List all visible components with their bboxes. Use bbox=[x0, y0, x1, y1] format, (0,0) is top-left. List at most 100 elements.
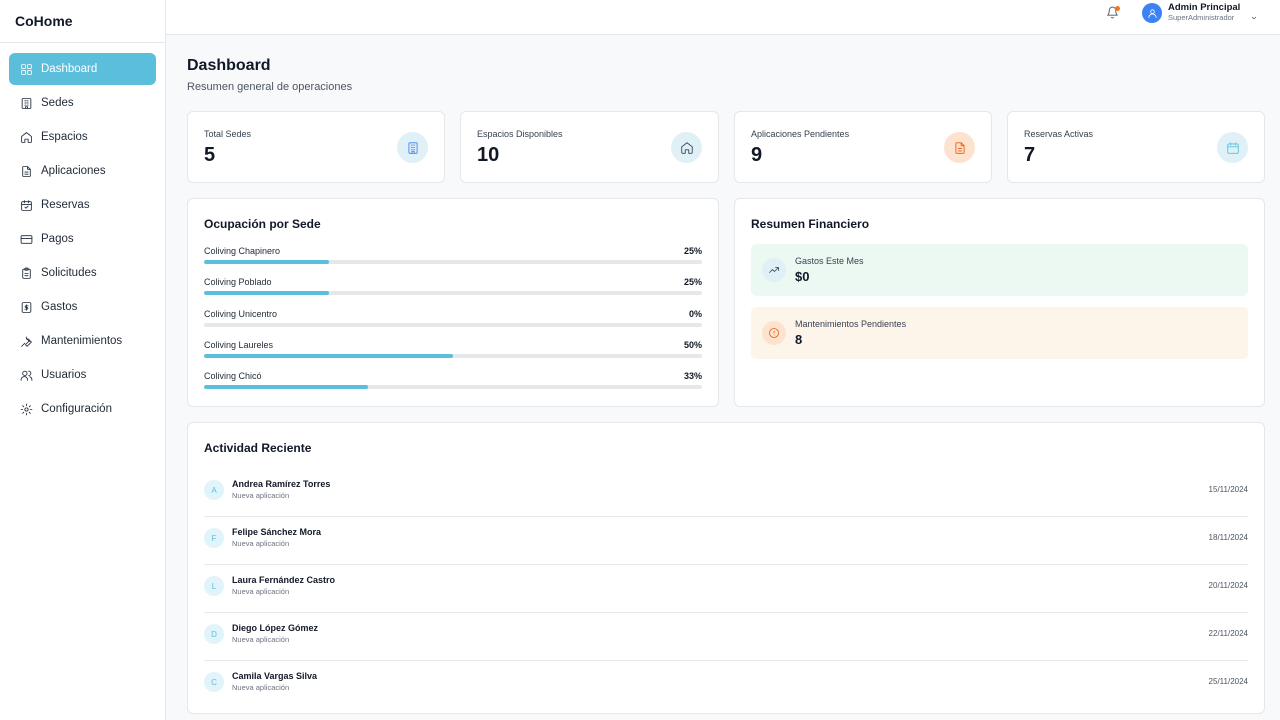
activity-date: 20/11/2024 bbox=[1208, 581, 1248, 590]
occupancy-name: Coliving Poblado bbox=[204, 277, 272, 287]
sidebar-item-label: Pagos bbox=[41, 233, 74, 245]
list-item[interactable]: L Laura Fernández Castro Nueva aplicació… bbox=[204, 565, 1248, 613]
sidebar-item-dashboard[interactable]: Dashboard bbox=[9, 53, 156, 85]
sidebar-item-label: Dashboard bbox=[41, 63, 98, 75]
occupancy-name: Coliving Chapinero bbox=[204, 246, 281, 256]
finance-label: Mantenimientos Pendientes bbox=[795, 319, 907, 329]
sidebar-item-label: Usuarios bbox=[41, 369, 87, 381]
file-text-icon bbox=[20, 165, 33, 178]
progress-track bbox=[204, 291, 702, 295]
stat-value: 7 bbox=[1024, 144, 1036, 166]
occupancy-percent: 25% bbox=[683, 277, 702, 287]
sidebar-item-configuracion[interactable]: Configuración bbox=[9, 393, 156, 425]
building-icon bbox=[397, 132, 428, 163]
sidebar-nav: Dashboard Sedes Espacios Aplicaciones Re… bbox=[0, 43, 165, 425]
wrench-icon bbox=[20, 335, 33, 348]
sidebar-item-label: Mantenimientos bbox=[41, 335, 123, 347]
user-icon bbox=[1147, 8, 1157, 18]
stat-label: Total Sedes bbox=[204, 129, 252, 139]
top-header: Admin Principal SuperAdministrador bbox=[166, 0, 1280, 35]
sidebar-item-gastos[interactable]: Gastos bbox=[9, 291, 156, 323]
list-item[interactable]: A Andrea Ramírez Torres Nueva aplicación… bbox=[204, 469, 1248, 517]
sidebar-item-aplicaciones[interactable]: Aplicaciones bbox=[9, 155, 156, 187]
stat-value: 9 bbox=[751, 144, 763, 166]
finance-title: Resumen Financiero bbox=[751, 217, 870, 231]
grid-icon bbox=[20, 63, 33, 76]
occupancy-title: Ocupación por Sede bbox=[204, 217, 321, 231]
sidebar-item-sedes[interactable]: Sedes bbox=[9, 87, 156, 119]
sidebar-item-pagos[interactable]: Pagos bbox=[9, 223, 156, 255]
avatar: F bbox=[204, 528, 224, 548]
credit-card-icon bbox=[20, 233, 33, 246]
sidebar-item-label: Reservas bbox=[41, 199, 90, 211]
sidebar-item-mantenimientos[interactable]: Mantenimientos bbox=[9, 325, 156, 357]
occupancy-percent: 33% bbox=[683, 371, 702, 381]
progress-track bbox=[204, 354, 702, 358]
activity-name: Felipe Sánchez Mora bbox=[232, 527, 322, 537]
sidebar-item-reservas[interactable]: Reservas bbox=[9, 189, 156, 221]
calendar-icon bbox=[20, 199, 33, 212]
progress-track bbox=[204, 385, 702, 389]
activity-date: 25/11/2024 bbox=[1208, 677, 1248, 686]
stat-card-total-sedes: Total Sedes 5 bbox=[187, 111, 445, 183]
occupancy-percent: 50% bbox=[683, 340, 702, 350]
occupancy-name: Coliving Laureles bbox=[204, 340, 274, 350]
user-info: Admin Principal SuperAdministrador bbox=[1168, 2, 1240, 23]
list-item[interactable]: D Diego López Gómez Nueva aplicación 22/… bbox=[204, 613, 1248, 661]
occupancy-percent: 0% bbox=[688, 309, 702, 319]
progress-track bbox=[204, 260, 702, 264]
clipboard-icon bbox=[20, 267, 33, 280]
activity-desc: Nueva aplicación bbox=[232, 587, 290, 596]
file-text-icon bbox=[944, 132, 975, 163]
notification-dot bbox=[1115, 6, 1120, 11]
stat-value: 5 bbox=[204, 144, 216, 166]
stat-label: Reservas Activas bbox=[1024, 129, 1094, 139]
finance-item-mantenimientos[interactable]: Mantenimientos Pendientes 8 bbox=[751, 307, 1248, 359]
receipt-icon bbox=[20, 301, 33, 314]
activity-name: Camila Vargas Silva bbox=[232, 671, 318, 681]
home-icon bbox=[20, 131, 33, 144]
progress-fill bbox=[204, 354, 453, 358]
activity-desc: Nueva aplicación bbox=[232, 635, 290, 644]
notifications-button[interactable] bbox=[1106, 6, 1120, 20]
list-item[interactable]: F Felipe Sánchez Mora Nueva aplicación 1… bbox=[204, 517, 1248, 565]
sidebar-item-label: Sedes bbox=[41, 97, 74, 109]
sidebar-item-solicitudes[interactable]: Solicitudes bbox=[9, 257, 156, 289]
activity-title: Actividad Reciente bbox=[204, 441, 312, 455]
stat-card-espacios-disponibles: Espacios Disponibles 10 bbox=[460, 111, 719, 183]
users-icon bbox=[20, 369, 33, 382]
activity-name: Andrea Ramírez Torres bbox=[232, 479, 331, 489]
activity-date: 18/11/2024 bbox=[1208, 533, 1248, 542]
finance-item-gastos[interactable]: Gastos Este Mes $0 bbox=[751, 244, 1248, 296]
occupancy-percent: 25% bbox=[683, 246, 702, 256]
sidebar-item-label: Aplicaciones bbox=[41, 165, 106, 177]
sidebar-item-label: Configuración bbox=[41, 403, 112, 415]
occupancy-row: Coliving Chapinero 25% bbox=[204, 246, 702, 270]
list-item[interactable]: C Camila Vargas Silva Nueva aplicación 2… bbox=[204, 661, 1248, 709]
activity-card: Actividad Reciente A Andrea Ramírez Torr… bbox=[187, 422, 1265, 714]
occupancy-name: Coliving Unicentro bbox=[204, 309, 278, 319]
trending-up-icon bbox=[762, 258, 786, 282]
user-role: SuperAdministrador bbox=[1168, 13, 1235, 23]
finance-value: $0 bbox=[795, 269, 810, 284]
building-icon bbox=[20, 97, 33, 110]
sidebar-item-label: Solicitudes bbox=[41, 267, 97, 279]
sidebar-item-label: Espacios bbox=[41, 131, 88, 143]
page-subtitle: Resumen general de operaciones bbox=[187, 81, 353, 93]
stat-value: 10 bbox=[477, 144, 500, 166]
chevron-down-icon[interactable] bbox=[1250, 9, 1258, 20]
gear-icon bbox=[20, 403, 33, 416]
alert-circle-icon bbox=[762, 321, 786, 345]
brand-logo[interactable]: CoHome bbox=[0, 0, 165, 43]
avatar: D bbox=[204, 624, 224, 644]
stat-label: Espacios Disponibles bbox=[477, 129, 563, 139]
activity-desc: Nueva aplicación bbox=[232, 683, 290, 692]
sidebar-item-usuarios[interactable]: Usuarios bbox=[9, 359, 156, 391]
page-title: Dashboard bbox=[187, 57, 271, 74]
progress-fill bbox=[204, 260, 329, 264]
occupancy-row: Coliving Poblado 25% bbox=[204, 277, 702, 301]
stat-card-reservas-activas: Reservas Activas 7 bbox=[1007, 111, 1265, 183]
sidebar-item-espacios[interactable]: Espacios bbox=[9, 121, 156, 153]
finance-card: Resumen Financiero Gastos Este Mes $0 Ma… bbox=[734, 198, 1265, 407]
user-menu[interactable]: Admin Principal SuperAdministrador bbox=[1142, 2, 1258, 23]
